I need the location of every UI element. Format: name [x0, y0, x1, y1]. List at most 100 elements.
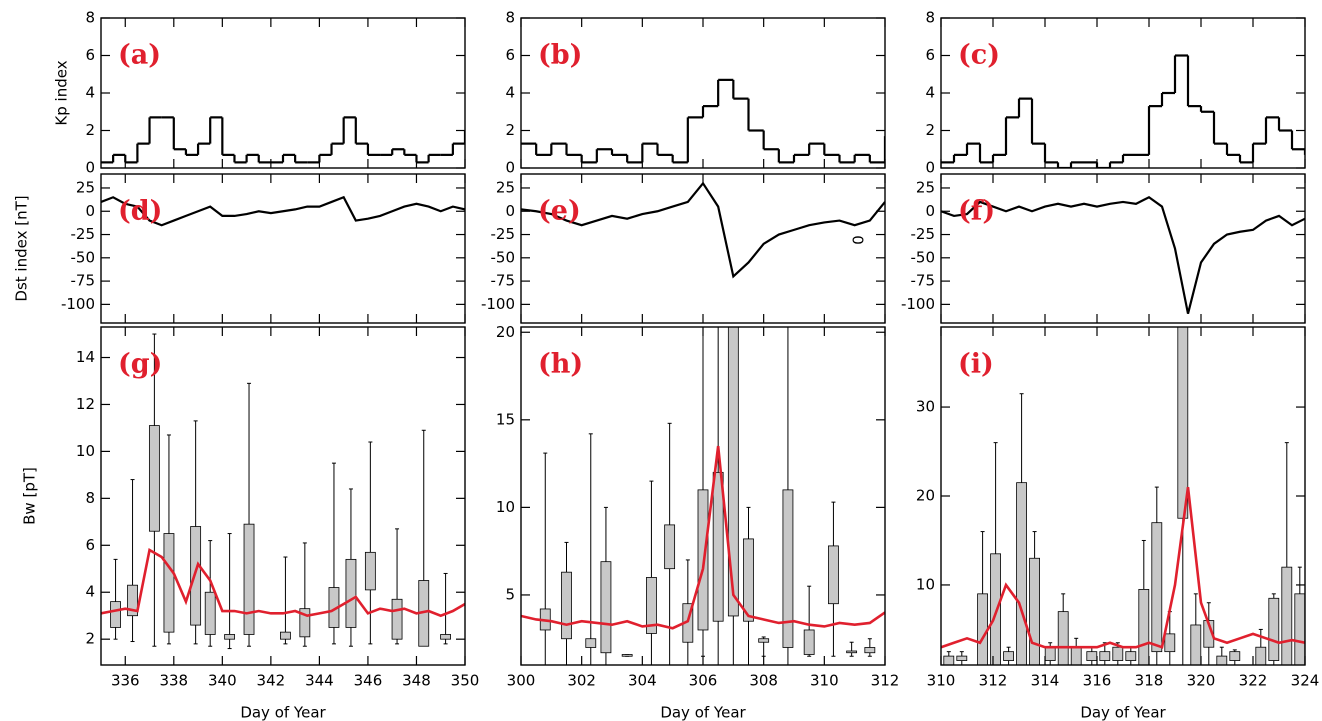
- box: [1294, 593, 1305, 665]
- panel-label: (b): [538, 40, 582, 71]
- y-tick-label: 0: [85, 159, 95, 177]
- y-tick-label: 4: [85, 583, 95, 601]
- x-tick-label: 312: [979, 672, 1008, 690]
- y-tick-label: 6: [505, 46, 515, 64]
- y-tick-label: -50: [71, 248, 96, 266]
- box: [1229, 651, 1241, 661]
- plot-area: [101, 116, 465, 164]
- panel-label: (f): [958, 196, 995, 227]
- box: [600, 561, 612, 654]
- x-tick-label: 340: [208, 672, 237, 690]
- y-tick-label: 0: [925, 202, 935, 220]
- y-tick-label: 25: [916, 178, 935, 196]
- box: [1268, 597, 1280, 661]
- box: [280, 631, 291, 640]
- y-tick-label: -75: [911, 272, 936, 290]
- box: [299, 608, 311, 638]
- y-tick-label: 0: [85, 202, 95, 220]
- box: [743, 538, 754, 622]
- plot-area: [941, 327, 1305, 665]
- plot-area: [941, 54, 1305, 168]
- box: [977, 593, 988, 665]
- annotation: 0: [849, 235, 867, 245]
- panel-label: (c): [958, 40, 1000, 71]
- y-tick-label: -50: [911, 248, 936, 266]
- box: [163, 533, 175, 633]
- y-tick-label: 6: [85, 46, 95, 64]
- y-tick-label: 0: [505, 159, 515, 177]
- x-tick-label: 348: [402, 672, 431, 690]
- x-tick-label: 322: [1239, 672, 1268, 690]
- box: [391, 598, 403, 640]
- median-line: [521, 445, 885, 630]
- y-tick-label: 8: [505, 9, 515, 27]
- box: [1003, 651, 1014, 661]
- y-tick-label: 25: [76, 178, 95, 196]
- y-axis-label: Dst index [nT]: [13, 195, 31, 301]
- y-tick-label: 6: [85, 536, 95, 554]
- y-axis-label: Bw [pT]: [21, 467, 39, 525]
- y-tick-label: 6: [925, 46, 935, 64]
- x-tick-label: 320: [1187, 672, 1216, 690]
- x-tick-label: 346: [354, 672, 383, 690]
- frame: [940, 173, 1306, 324]
- y-tick-label: 4: [505, 84, 515, 102]
- plot-area: [521, 78, 885, 164]
- y-tick-label: -50: [491, 248, 516, 266]
- box: [864, 647, 876, 654]
- box: [1281, 566, 1293, 665]
- panel-label: (h): [538, 349, 583, 380]
- box: [1125, 651, 1137, 661]
- x-tick-label: 318: [1135, 672, 1164, 690]
- box: [1070, 646, 1082, 665]
- box: [585, 638, 597, 648]
- y-tick-label: -100: [481, 295, 515, 313]
- panel-label: (d): [118, 196, 162, 227]
- y-tick-label: 8: [85, 9, 95, 27]
- x-tick-label: 312: [871, 672, 900, 690]
- box: [664, 524, 676, 570]
- box: [1151, 522, 1163, 653]
- y-axis-label: Kp index: [53, 60, 71, 125]
- x-tick-label: 300: [507, 672, 536, 690]
- x-tick-label: 306: [689, 672, 718, 690]
- y-tick-label: 25: [496, 178, 515, 196]
- box: [956, 655, 968, 661]
- box: [727, 327, 739, 617]
- box: [782, 489, 794, 648]
- median-line: [101, 547, 465, 618]
- box: [224, 634, 236, 640]
- box: [1029, 557, 1040, 665]
- median-line: [941, 486, 1305, 649]
- y-tick-label: 4: [925, 84, 935, 102]
- y-tick-label: 10: [496, 498, 515, 516]
- y-tick-label: 12: [76, 395, 95, 413]
- y-tick-label: 2: [505, 121, 515, 139]
- box: [828, 545, 839, 605]
- frame: [520, 17, 886, 169]
- box: [561, 571, 572, 640]
- dst-line: [941, 196, 1305, 314]
- x-tick-label: 308: [749, 672, 778, 690]
- y-tick-label: -75: [71, 272, 96, 290]
- y-tick-label: 0: [925, 159, 935, 177]
- box: [1057, 611, 1069, 665]
- frame: [940, 326, 1306, 666]
- box: [1255, 646, 1267, 665]
- box: [1016, 482, 1027, 665]
- x-tick-label: 310: [810, 672, 839, 690]
- box: [803, 629, 815, 655]
- box: [646, 577, 657, 634]
- plot-area: [521, 327, 885, 665]
- box: [712, 471, 724, 622]
- box: [1138, 588, 1150, 665]
- y-tick-label: 2: [85, 121, 95, 139]
- y-tick-label: 10: [916, 575, 935, 593]
- x-tick-label: 302: [567, 672, 596, 690]
- x-tick-label: 316: [1083, 672, 1112, 690]
- box: [1086, 651, 1098, 661]
- x-tick-label: 304: [628, 672, 657, 690]
- x-tick-label: 338: [159, 672, 188, 690]
- x-tick-label: 324: [1291, 672, 1320, 690]
